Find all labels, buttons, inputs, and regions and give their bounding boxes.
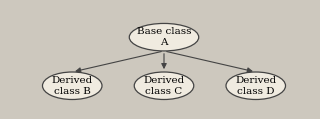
Ellipse shape xyxy=(134,72,194,99)
Text: Derived
class D: Derived class D xyxy=(235,76,276,96)
Text: Derived
class B: Derived class B xyxy=(52,76,93,96)
Ellipse shape xyxy=(226,72,285,99)
Ellipse shape xyxy=(129,23,199,51)
Text: Derived
class C: Derived class C xyxy=(143,76,185,96)
Ellipse shape xyxy=(43,72,102,99)
Text: Base class
A: Base class A xyxy=(137,27,191,47)
